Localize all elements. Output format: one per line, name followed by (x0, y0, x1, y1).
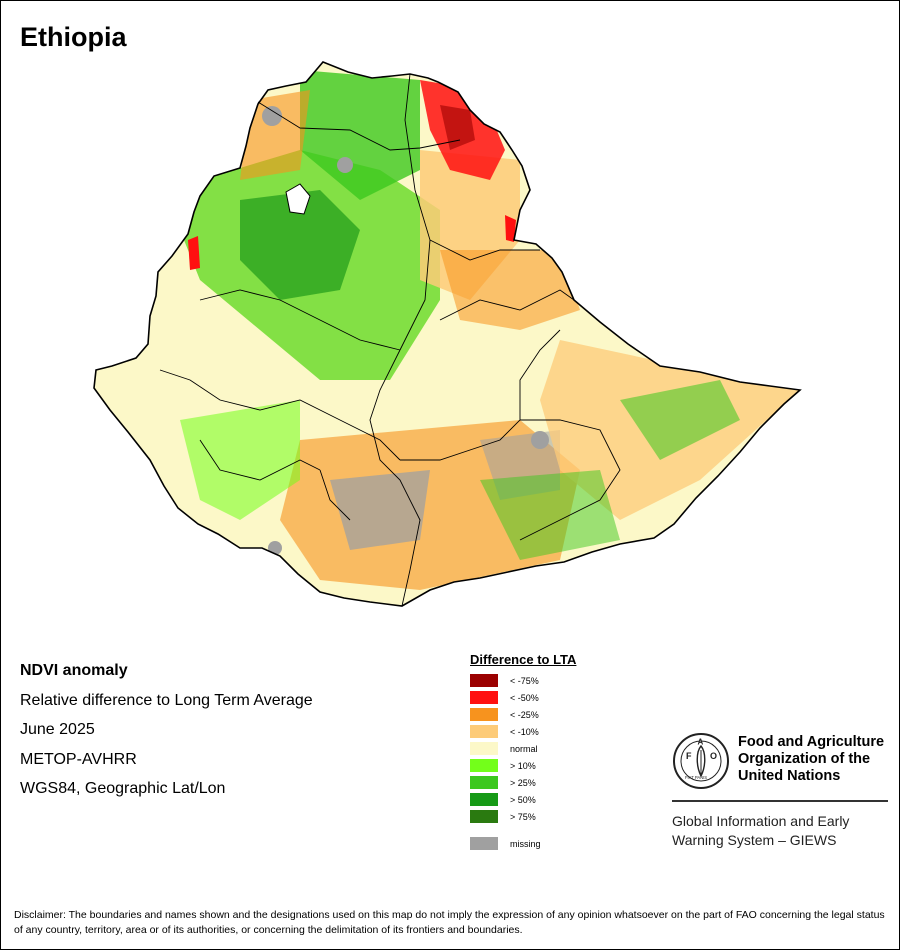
legend-label: < -10% (510, 726, 539, 737)
fao-emblem-o: O (710, 751, 717, 761)
legend-items: < -75% < -50% < -25% < -10% normal > 10% > 25%… (470, 672, 576, 825)
boundary-line (369, 349, 421, 607)
east-red-spot (505, 215, 516, 242)
fao-divider (672, 800, 888, 802)
somali-green-patch (620, 380, 740, 460)
legend-swatch (470, 674, 498, 687)
legend-item-missing: missing (470, 835, 576, 852)
legend-item: > 75% (470, 808, 576, 825)
fao-emblem-f: F (686, 751, 692, 761)
legend-label: > 10% (510, 760, 536, 771)
west-red-spot (188, 236, 200, 270)
info-heading: NDVI anomaly (20, 662, 128, 679)
giews-label: Global Information and Early Warning Sys… (672, 813, 850, 848)
legend-label: normal (510, 743, 538, 754)
legend-swatch (470, 708, 498, 721)
southwest-green-region (180, 400, 300, 520)
lake-tana (285, 183, 311, 215)
legend-swatch (470, 776, 498, 789)
legend-label: < -75% (510, 675, 539, 686)
fao-emblem-a: A (698, 738, 704, 747)
legend-label: < -50% (510, 692, 539, 703)
boundary-line (199, 439, 321, 481)
legend-item: < -50% (470, 689, 576, 706)
fao-name: Food and Agriculture Organization of the… (738, 734, 885, 784)
map-title: Ethiopia (20, 22, 127, 52)
legend-label-missing: missing (510, 838, 541, 849)
legend-swatch (470, 742, 498, 755)
boundary-line (159, 369, 401, 461)
regional-boundaries (159, 73, 621, 607)
legend-swatch (470, 691, 498, 704)
missing-patch (531, 431, 549, 449)
northeast-dark-red-region (440, 105, 475, 150)
legend-swatch-missing (470, 837, 498, 850)
legend-label: < -25% (510, 709, 539, 720)
legend-label: > 50% (510, 794, 536, 805)
missing-patch (262, 106, 282, 126)
fao-emblem-motto: FIAT PANIS (685, 775, 707, 780)
boundary-line (429, 239, 540, 261)
disclaimer: Disclaimer: The boundaries and names sho… (14, 909, 885, 936)
boundary-line (199, 289, 401, 351)
ethiopia-map (93, 61, 801, 607)
boundary-line (400, 329, 561, 461)
legend-item: > 50% (470, 791, 576, 808)
central-dark-green-region (240, 190, 360, 300)
legend-swatch (470, 725, 498, 738)
legend-swatch (470, 810, 498, 823)
legend: Difference to LTA < -75% < -50% < -25% < -1… (470, 652, 576, 852)
fao-branding: F A O FIAT PANIS Food and Agriculture Or… (672, 732, 888, 850)
boundary-line (519, 419, 621, 541)
legend-item: < -10% (470, 723, 576, 740)
map-info-block: NDVI anomaly Relative difference to Long… (20, 656, 313, 804)
legend-item: < -25% (470, 706, 576, 723)
legend-swatch (470, 793, 498, 806)
ndvi-raster (94, 62, 800, 606)
afar-orange-region (440, 250, 580, 330)
northwest-orange-region (240, 90, 310, 180)
legend-item: normal (470, 740, 576, 757)
legend-item: < -75% (470, 672, 576, 689)
legend-label: > 25% (510, 777, 536, 788)
legend-item: > 25% (470, 774, 576, 791)
legend-label: > 75% (510, 811, 536, 822)
info-subtitle: Relative difference to Long Term Average (20, 691, 313, 709)
legend-title: Difference to LTA (470, 652, 577, 667)
boundary-line (257, 101, 461, 151)
legend-item: > 10% (470, 757, 576, 774)
missing-patch (337, 157, 353, 173)
legend-swatch (470, 759, 498, 772)
info-sensor: METOP-AVHRR (20, 750, 137, 768)
southeast-green-patch (480, 470, 620, 560)
missing-patch (268, 541, 282, 555)
boundary-line (319, 469, 351, 521)
info-projection: WGS84, Geographic Lat/Lon (20, 780, 226, 797)
boundary-line (439, 289, 575, 321)
info-date: June 2025 (20, 721, 95, 738)
fao-logo-icon: F A O FIAT PANIS (673, 733, 729, 789)
